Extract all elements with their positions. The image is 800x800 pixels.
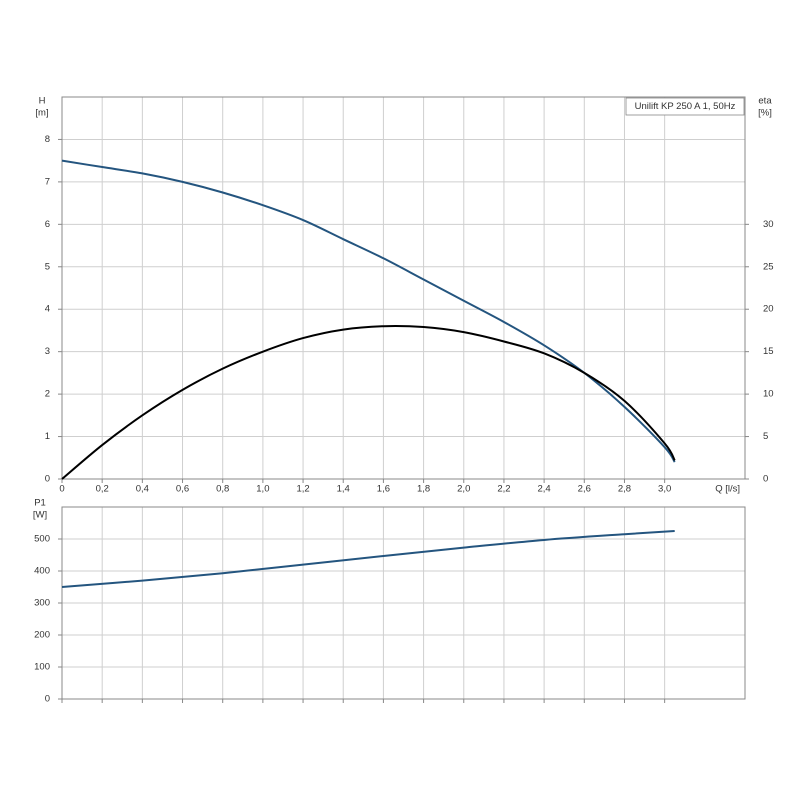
x-tick-label: 2,0: [457, 484, 470, 495]
series-line: [61, 325, 676, 480]
y-tick-label: 6: [45, 219, 50, 230]
x-tick-label: 0,6: [176, 484, 189, 495]
y-axis-label: H: [39, 96, 46, 107]
x-tick-label: 1,6: [377, 484, 390, 495]
annotation-box: [625, 97, 745, 116]
y-tick-label: 1: [45, 431, 50, 442]
x-tick-label: 1,0: [256, 484, 269, 495]
x-tick-label: 2,8: [618, 484, 631, 495]
x-tick-label: 0,8: [216, 484, 229, 495]
x-tick-label: 1,8: [417, 484, 430, 495]
y-axis-label: P1: [34, 498, 46, 509]
y2-axis-unit: [%]: [758, 108, 772, 119]
x-tick-label: 0: [59, 484, 64, 495]
y2-tick-label: 25: [763, 261, 774, 272]
y-axis-unit: [m]: [35, 108, 48, 119]
y2-tick-label: 10: [763, 389, 774, 400]
y2-axis-label: eta: [758, 96, 772, 107]
y2-tick-label: 0: [763, 474, 768, 485]
x-tick-label: 0,2: [96, 484, 109, 495]
y-tick-label: 200: [34, 630, 50, 641]
y-tick-label: 2: [45, 389, 50, 400]
y2-tick-label: 20: [763, 304, 774, 315]
y-tick-label: 300: [34, 598, 50, 609]
y-tick-label: 8: [45, 134, 50, 145]
y2-tick-label: 5: [763, 431, 768, 442]
y-tick-label: 7: [45, 176, 50, 187]
x-tick-label: 1,2: [296, 484, 309, 495]
x-tick-label: 2,2: [497, 484, 510, 495]
y2-tick-label: 15: [763, 346, 774, 357]
series-line: [61, 159, 676, 463]
y-tick-label: 5: [45, 261, 50, 272]
x-tick-label: 2,6: [578, 484, 591, 495]
x-tick-label: 0,4: [136, 484, 149, 495]
x-tick-label: 2,4: [538, 484, 551, 495]
x-axis-label: Q [l/s]: [715, 484, 740, 495]
y-tick-label: 0: [45, 694, 50, 705]
annotation: Unilift KP 250 A 1, 50Hz: [635, 101, 736, 112]
y-tick-label: 4: [45, 304, 50, 315]
plot-frame: [61, 96, 746, 480]
y2-tick-label: 30: [763, 219, 774, 230]
x-tick-label: 1,4: [337, 484, 350, 495]
series-line: [61, 530, 675, 588]
y-axis-unit: [W]: [33, 510, 47, 521]
y-tick-label: 3: [45, 346, 50, 357]
y-tick-label: 400: [34, 566, 50, 577]
x-tick-label: 3,0: [658, 484, 671, 495]
y-tick-label: 100: [34, 662, 50, 673]
y-tick-label: 500: [34, 534, 50, 545]
y-tick-label: 0: [45, 474, 50, 485]
plot-frame: [61, 506, 746, 700]
